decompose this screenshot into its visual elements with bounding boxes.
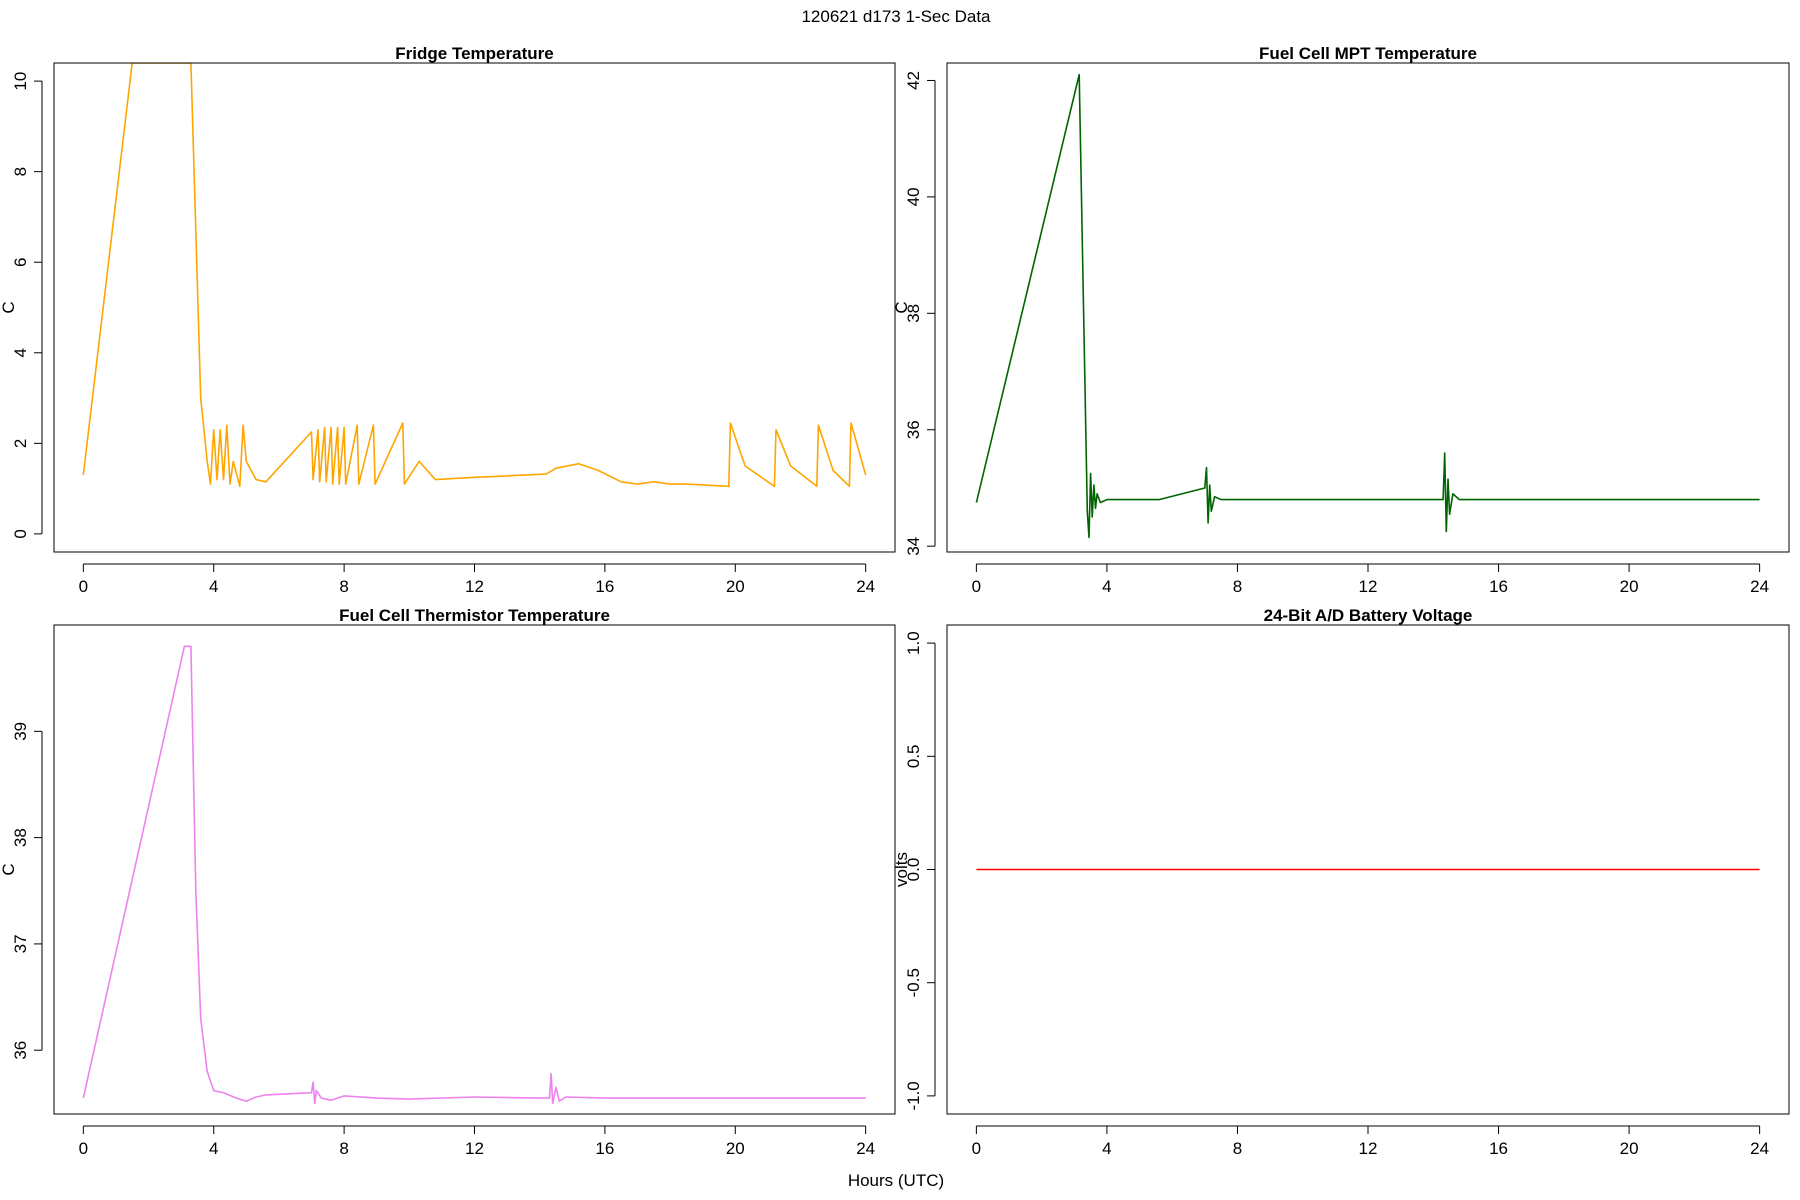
y-axis-label: C: [0, 863, 18, 875]
panel-title: Fridge Temperature: [395, 44, 553, 63]
x-tick-label: 24: [856, 1139, 875, 1158]
x-tick-label: 0: [79, 1139, 88, 1158]
y-tick-label: -0.5: [904, 968, 923, 997]
x-tick-label: 20: [726, 1139, 745, 1158]
y-tick-label: 37: [11, 934, 30, 953]
x-tick-label: 8: [339, 1139, 348, 1158]
x-tick-label: 8: [1233, 1139, 1242, 1158]
y-tick-label: 40: [904, 187, 923, 206]
plot-frame: [53, 62, 896, 553]
x-tick-label: 12: [1359, 577, 1378, 596]
x-tick-label: 20: [1620, 1139, 1639, 1158]
x-tick-label: 16: [1489, 1139, 1508, 1158]
y-tick-label: 38: [11, 828, 30, 847]
x-tick-label: 4: [209, 577, 218, 596]
x-tick-label: 16: [1489, 577, 1508, 596]
y-tick-label: 36: [904, 420, 923, 439]
x-tick-label: 4: [209, 1139, 218, 1158]
panel-2: Fuel Cell MPT Temperature 0 4 8 12 16 20 24 34 36…: [892, 44, 1790, 596]
figure-title: 120621 d173 1-Sec Data: [801, 7, 991, 26]
y-axis-label: volts: [892, 852, 911, 887]
plot-frame: [946, 62, 1790, 553]
y-tick-label: 6: [11, 257, 30, 266]
series-line: [975, 73, 1760, 539]
y-tick-label: 39: [11, 722, 30, 741]
y-tick-label: 34: [904, 537, 923, 556]
x-tick-label: 20: [726, 577, 745, 596]
x-tick-label: 16: [595, 1139, 614, 1158]
y-tick-label: 1.0: [904, 631, 923, 655]
y-tick-label: 38: [904, 304, 923, 323]
x-tick-label: 24: [1750, 1139, 1769, 1158]
x-tick-label: 24: [856, 577, 875, 596]
y-axis-label: C: [0, 301, 18, 313]
x-tick-label: 0: [972, 1139, 981, 1158]
x-tick-label: 20: [1620, 577, 1639, 596]
y-tick-label: 36: [11, 1041, 30, 1060]
y-tick-label: 0.5: [904, 744, 923, 768]
figure-x-axis-label: Hours (UTC): [848, 1171, 944, 1190]
series-line: [82, 63, 867, 488]
x-tick-label: 4: [1102, 1139, 1111, 1158]
x-tick-label: 12: [1359, 1139, 1378, 1158]
x-tick-label: 8: [1233, 577, 1242, 596]
y-axis-label: C: [892, 301, 911, 313]
y-tick-label: 10: [11, 72, 30, 91]
x-tick-label: 4: [1102, 577, 1111, 596]
y-tick-label: -1.0: [904, 1081, 923, 1110]
panel-title: 24-Bit A/D Battery Voltage: [1264, 606, 1473, 625]
y-tick-label: 2: [11, 439, 30, 448]
y-tick-label: 8: [11, 167, 30, 176]
x-tick-label: 8: [339, 577, 348, 596]
x-tick-label: 24: [1750, 577, 1769, 596]
y-tick-label: 4: [11, 348, 30, 357]
y-tick-label: 0.0: [904, 858, 923, 882]
y-tick-label: 0: [11, 529, 30, 538]
panel-title: Fuel Cell Thermistor Temperature: [339, 606, 610, 625]
plot-frame: [53, 624, 896, 1115]
x-tick-label: 12: [465, 577, 484, 596]
plot-frame: [946, 624, 1790, 1115]
x-tick-label: 16: [595, 577, 614, 596]
panel-4: 24-Bit A/D Battery Voltage 0 4 8 12 16 20 24 -1.…: [892, 606, 1790, 1158]
x-tick-label: 0: [972, 577, 981, 596]
x-tick-label: 12: [465, 1139, 484, 1158]
panel-title: Fuel Cell MPT Temperature: [1259, 44, 1477, 63]
series-line: [82, 645, 866, 1105]
y-tick-label: 42: [904, 71, 923, 90]
panel-3: Fuel Cell Thermistor Temperature 0 4 8 12 16 2…: [0, 606, 896, 1158]
x-tick-label: 0: [79, 577, 88, 596]
